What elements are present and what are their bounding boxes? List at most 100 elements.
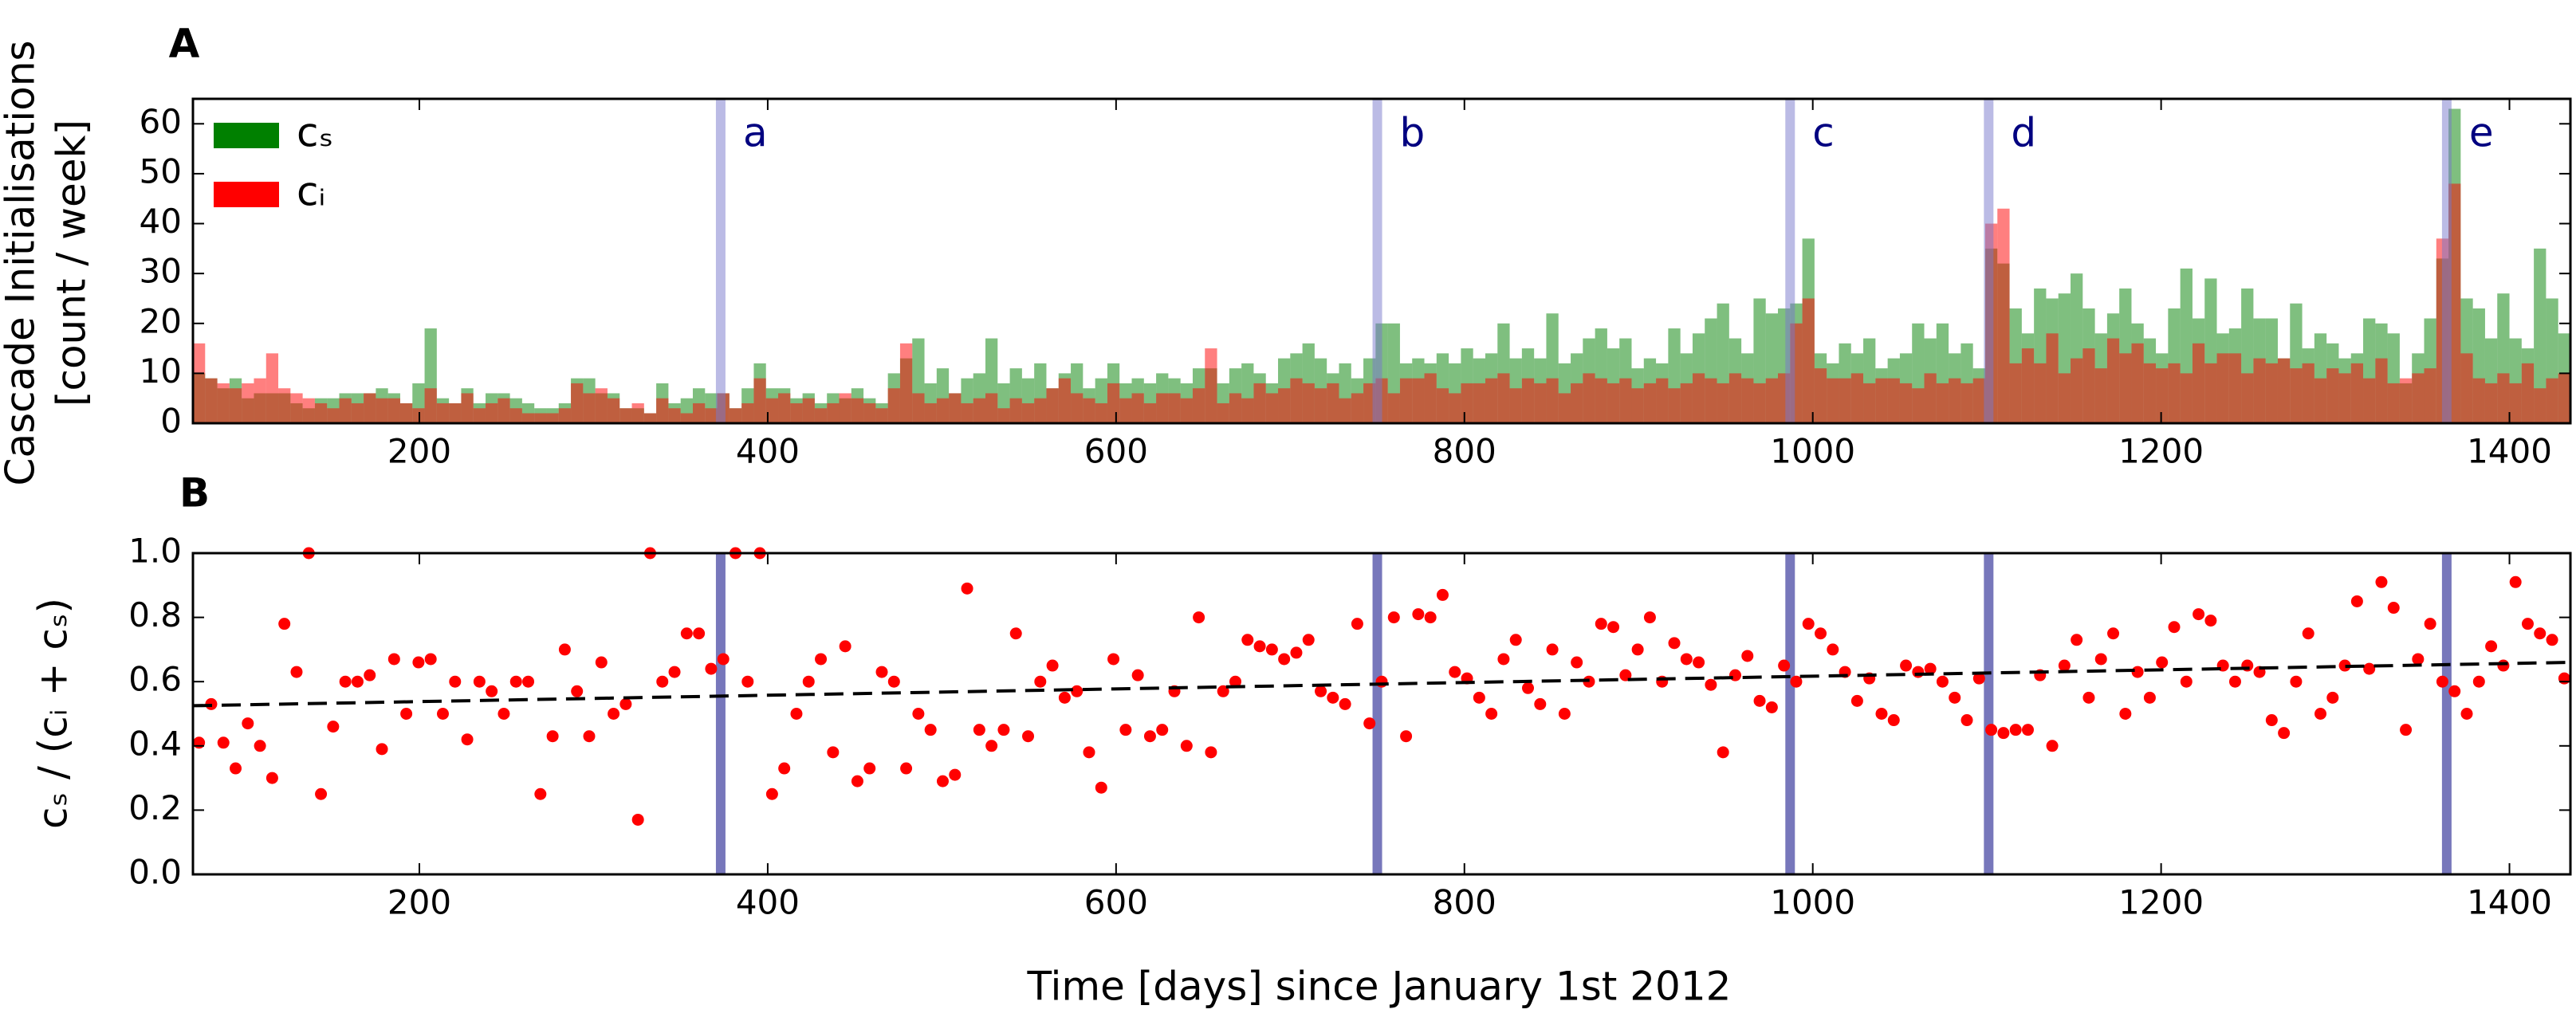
bar (619, 408, 632, 423)
point (1315, 685, 1327, 697)
bar (1424, 373, 1437, 423)
bar (1412, 378, 1425, 423)
axes-frame (191, 97, 2572, 425)
bar (1509, 388, 1522, 423)
point (1424, 611, 1437, 624)
bar (278, 388, 291, 423)
point (193, 736, 206, 749)
bar (2241, 373, 2254, 423)
bar (729, 408, 742, 423)
bar (1949, 378, 1961, 423)
bar (1180, 398, 1193, 423)
point (1728, 669, 1741, 681)
bar (1912, 388, 1925, 423)
bar (827, 403, 840, 423)
point (1034, 675, 1047, 688)
bar (436, 403, 450, 423)
point (1924, 662, 1937, 675)
y-tick-label: 0.8 (128, 595, 182, 634)
bar (302, 398, 315, 423)
point (1522, 681, 1535, 694)
bar (376, 398, 388, 423)
bar (2534, 388, 2547, 423)
point (924, 724, 937, 736)
legend-swatch (214, 182, 279, 207)
point (1595, 618, 1607, 630)
point (2228, 675, 2241, 688)
point (2363, 662, 2376, 675)
event-label: b (1400, 110, 1426, 156)
point (1765, 701, 1778, 713)
bar (2021, 348, 2035, 423)
point (571, 685, 584, 697)
point (827, 746, 840, 759)
bar (2119, 353, 2132, 423)
point (1473, 691, 1485, 704)
bar (498, 398, 510, 423)
bar (1339, 398, 1351, 423)
point (242, 717, 254, 730)
bar (1083, 398, 1095, 423)
bar (546, 413, 559, 423)
point (680, 627, 693, 640)
point (1900, 659, 1913, 672)
point (400, 708, 413, 720)
panel-label: B (179, 470, 210, 516)
bar (1850, 373, 1864, 423)
point (1949, 691, 1961, 704)
point (1668, 637, 1681, 650)
point (1875, 708, 1888, 720)
point (424, 653, 437, 666)
point (1375, 675, 1388, 688)
legend-label: cᵢ (297, 169, 325, 215)
point (2094, 653, 2107, 666)
point (851, 775, 863, 787)
bar (2302, 363, 2314, 423)
bar (2253, 358, 2266, 423)
bar (1143, 403, 1157, 423)
bar (741, 403, 754, 423)
bar (1887, 378, 1900, 423)
bar (961, 403, 973, 423)
point (1339, 697, 1351, 710)
bar (2058, 373, 2071, 423)
bar (290, 393, 303, 423)
y-tick-label: 0.0 (128, 853, 182, 892)
y-tick-label: 0.4 (128, 724, 182, 763)
point (608, 708, 620, 720)
point (2436, 675, 2448, 688)
point (2387, 602, 2400, 615)
point (1241, 634, 1254, 646)
bar (242, 383, 254, 423)
point (2558, 672, 2570, 685)
point (1290, 646, 1303, 659)
point (1351, 618, 1363, 630)
point (1095, 781, 1107, 794)
bar (643, 413, 657, 423)
bar (1643, 383, 1657, 423)
point (2143, 691, 2156, 704)
bar (473, 408, 486, 423)
point (1265, 643, 1278, 656)
bar (1021, 403, 1035, 423)
y-tick-label: 0.2 (128, 788, 182, 827)
point (2193, 608, 2205, 621)
bar (2204, 363, 2217, 423)
bar (1387, 393, 1400, 423)
point (961, 582, 973, 595)
bar (1156, 393, 1169, 423)
bar (2131, 343, 2144, 423)
point (558, 643, 571, 656)
point (2107, 627, 2120, 640)
y-axis-label: [count / week] (49, 120, 95, 406)
bar (1728, 373, 1742, 423)
bar (1449, 393, 1461, 423)
point (2180, 675, 2193, 688)
bar (1497, 373, 1510, 423)
bar (2143, 363, 2157, 423)
point (1827, 643, 1839, 656)
point (1753, 694, 1766, 707)
bar (387, 398, 400, 423)
bar (1229, 393, 1242, 423)
x-tick-label: 1200 (2118, 432, 2204, 471)
